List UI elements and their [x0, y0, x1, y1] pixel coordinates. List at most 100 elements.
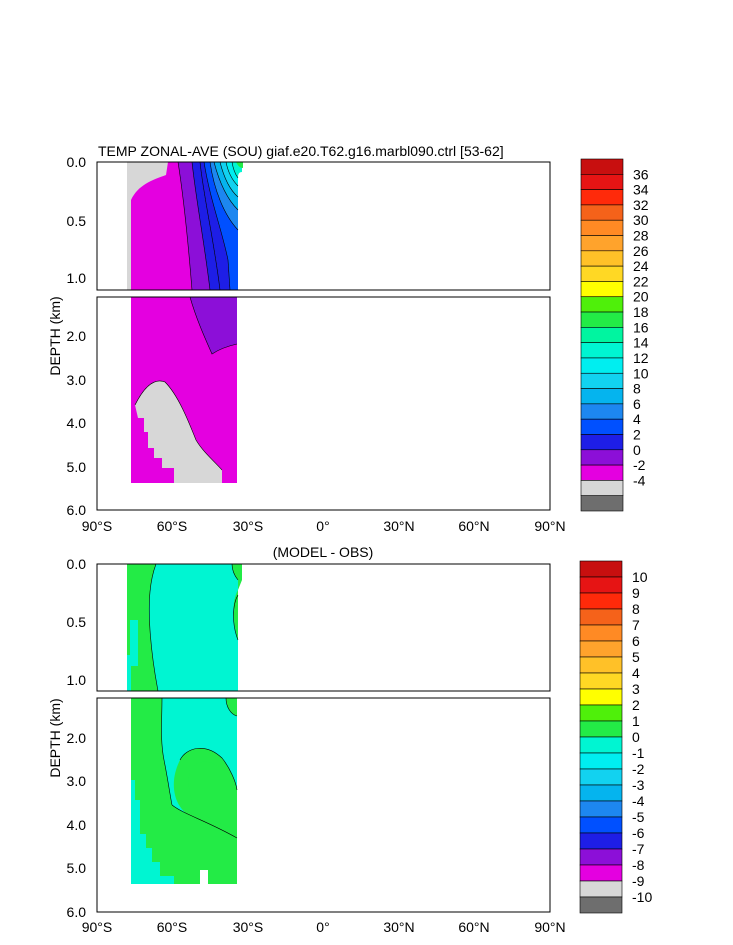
- colorbar-swatch: [579, 896, 623, 914]
- contour-2-4: [190, 297, 237, 354]
- colorbar-swatch: [579, 624, 623, 642]
- colorbar-label: 3: [632, 681, 640, 697]
- colorbar-swatch: [580, 495, 624, 512]
- colorbar-swatch: [580, 449, 624, 466]
- diff-region-minus1-0: [200, 870, 208, 884]
- colorbar-swatch: [580, 342, 624, 359]
- colorbar-swatch: [580, 327, 624, 343]
- colorbar-swatch: [579, 576, 623, 594]
- colorbar-label: -4: [633, 472, 646, 488]
- colorbar-swatch: [580, 265, 624, 282]
- contour-0-2: [131, 162, 192, 290]
- colorbar-label: 9: [632, 585, 640, 601]
- colorbar-swatch: [580, 296, 624, 313]
- y-tick-label: 5.0: [67, 459, 87, 475]
- y-axis-label: DEPTH (km): [47, 296, 63, 375]
- colorbar-label: -5: [632, 809, 645, 825]
- colorbar-swatch: [580, 403, 624, 420]
- x-tick-label: 90°S: [82, 919, 113, 935]
- y-tick-label: 6.0: [67, 904, 87, 920]
- colorbar-swatch: [580, 189, 624, 206]
- colorbar-swatch: [579, 864, 623, 882]
- upper-panel-frame: [96, 161, 551, 291]
- y-tick-labels: 0.0 0.5 1.0 2.0 3.0 4.0 5.0 6.0: [67, 154, 87, 518]
- y-tick-label: 1.0: [67, 270, 87, 286]
- colorbar-label: 22: [633, 273, 649, 289]
- y-tick-label: 4.0: [67, 415, 87, 431]
- colorbar-swatch: [580, 158, 624, 175]
- colorbar-swatch: [580, 434, 624, 451]
- colorbar-swatch: [579, 640, 623, 658]
- chart-title: (MODEL - OBS): [273, 544, 374, 560]
- x-tick-label: 30°S: [233, 919, 264, 935]
- colorbar-swatch: [579, 592, 623, 610]
- x-tick-label: 60°N: [458, 919, 489, 935]
- contour-12-14: [214, 162, 238, 210]
- diff-upper-contours: [127, 564, 242, 691]
- colorbar-label: -4: [632, 793, 645, 809]
- diff-lower-contours: [131, 698, 238, 884]
- colorbar-swatch: [580, 418, 624, 435]
- colorbar-label: 4: [633, 411, 641, 427]
- colorbar-swatch: [579, 720, 623, 738]
- colorbar-label: -3: [632, 777, 645, 793]
- contour-14-16: [220, 162, 238, 197]
- colorbar-swatch: [580, 464, 624, 481]
- contour-6-8: [200, 162, 230, 290]
- x-tick-label: 90°N: [534, 518, 565, 534]
- colorbar-swatch: [579, 832, 623, 850]
- diff-region-minus1-0: [130, 620, 138, 666]
- x-tick-label: 0°: [316, 919, 329, 935]
- x-tick-label: 60°S: [157, 518, 188, 534]
- colorbar-label: 0: [633, 442, 641, 458]
- contour-20-22: [236, 162, 243, 168]
- colorbar-swatch: [579, 608, 623, 626]
- contour-10-12: [210, 162, 238, 230]
- y-tick-label: 2.0: [67, 730, 87, 746]
- colorbar-label: -2: [633, 457, 646, 473]
- colorbar-label: -9: [632, 873, 645, 889]
- colorbar-label: 28: [633, 228, 649, 244]
- temp-lower-contours: [131, 297, 238, 483]
- colorbar-swatch: [580, 235, 624, 252]
- colorbar-swatch: [579, 800, 623, 818]
- y-tick-label: 0.0: [67, 556, 87, 572]
- y-tick-label: 4.0: [67, 817, 87, 833]
- contour-4-6: [192, 162, 220, 290]
- y-tick-label: 0.5: [67, 213, 87, 229]
- colorbar-label: -10: [632, 889, 652, 905]
- y-axis-label: DEPTH (km): [47, 698, 63, 777]
- colorbar-label: 18: [633, 304, 649, 320]
- colorbar-swatch: [579, 880, 623, 898]
- colorbar-label: 8: [633, 381, 641, 397]
- colorbar-swatch: [579, 672, 623, 690]
- colorbar-swatch: [580, 281, 624, 298]
- colorbar-swatch: [579, 784, 623, 802]
- colorbar-label: 4: [632, 665, 640, 681]
- y-tick-label: 3.0: [67, 372, 87, 388]
- colorbar-swatch: [580, 250, 624, 267]
- x-tick-labels: 90°S 60°S 30°S 0° 30°N 60°N 90°N: [82, 919, 566, 935]
- y-tick-label: 0.5: [67, 614, 87, 630]
- colorbar-label: 12: [633, 350, 649, 366]
- land-region: [200, 462, 206, 483]
- colorbar-swatch: [580, 219, 624, 236]
- land-region: [135, 380, 222, 483]
- colorbar-swatch: [579, 848, 623, 866]
- y-tick-label: 5.0: [67, 860, 87, 876]
- colorbar-swatch: [579, 768, 623, 786]
- colorbar-swatch: [579, 752, 623, 770]
- y-tick-label: 3.0: [67, 773, 87, 789]
- colorbar-label: 6: [632, 633, 640, 649]
- colorbar-label: 20: [633, 289, 649, 305]
- colorbar-swatch: [580, 372, 624, 389]
- colorbar-swatch: [579, 704, 623, 722]
- x-tick-labels: 90°S 60°S 30°S 0° 30°N 60°N 90°N: [82, 518, 566, 534]
- upper-panel-frame: [96, 563, 551, 692]
- x-tick-label: 30°S: [233, 518, 264, 534]
- colorbar-label: 1: [632, 713, 640, 729]
- x-tick-label: 60°N: [458, 518, 489, 534]
- temp-upper-contours: [127, 162, 243, 290]
- colorbar-label: 36: [633, 166, 649, 182]
- colorbar-label: -1: [632, 745, 645, 761]
